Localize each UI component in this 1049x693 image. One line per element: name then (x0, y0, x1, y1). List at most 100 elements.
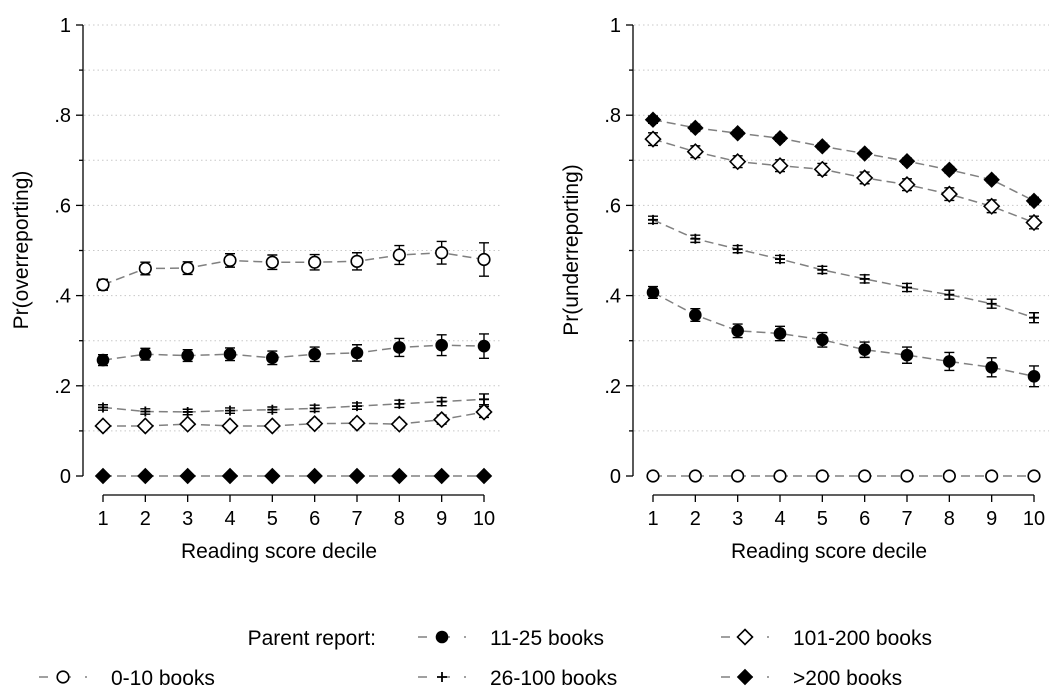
x-tick-label: 6 (859, 508, 870, 530)
x-tick-label: 10 (473, 508, 495, 530)
filled-diamond-marker (814, 138, 831, 155)
legend-key-hollow-circle-icon (39, 670, 87, 684)
hollow-circle-marker (688, 469, 702, 483)
hollow-diamond-marker (940, 185, 958, 203)
series-line (102, 252, 485, 286)
panel-underreporting: 0 .2 .4 .6 .8 1 1 2 3 4 5 6 7 8 9 10 Reading score deci… (560, 15, 1049, 563)
plus-marker (98, 402, 108, 413)
legend-label: 101-200 books (793, 627, 932, 650)
filled-diamond-marker (221, 467, 239, 485)
filled-diamond-marker (306, 467, 323, 485)
series-line (652, 118, 1035, 202)
filled-circle-marker (985, 361, 998, 374)
series-11-25-books (96, 333, 491, 367)
legend-item-101-200: 101-200 books (721, 627, 932, 650)
axes: 0 .2 .4 .6 .8 1 1 2 3 4 5 6 7 8 9 10 (604, 15, 1045, 530)
filled-circle-marker (900, 348, 914, 362)
filled-circle-marker (731, 324, 744, 338)
hollow-diamond-marker (644, 130, 662, 148)
plus-marker (690, 233, 701, 244)
filled-diamond-marker (179, 467, 196, 485)
legend-item-26-100: 26-100 books (418, 667, 617, 690)
plus-marker (902, 282, 912, 293)
hollow-circle-marker (350, 254, 364, 268)
hollow-diamond-marker (686, 143, 704, 161)
x-tick-label: 4 (774, 508, 785, 530)
series-101-200-books (94, 403, 493, 435)
hollow-diamond-marker (813, 160, 831, 178)
filled-diamond-marker (348, 467, 366, 485)
hollow-diamond-marker (136, 417, 154, 435)
plus-marker (140, 406, 151, 417)
plus-marker (1029, 312, 1039, 323)
legend-key-hollow-diamond-icon (721, 628, 769, 646)
hollow-diamond-marker (1025, 213, 1043, 232)
filled-diamond-marker (1025, 192, 1043, 210)
hollow-diamond-marker (475, 403, 493, 421)
filled-circle-marker (96, 353, 110, 367)
filled-diamond-marker (729, 125, 746, 142)
series-line (652, 219, 1035, 319)
x-tick-label: 6 (309, 508, 320, 530)
series-group (644, 111, 1043, 483)
hollow-circle-marker (900, 469, 914, 483)
filled-diamond-marker (433, 467, 450, 485)
plus-marker (775, 254, 785, 265)
hollow-diamond-marker (729, 153, 747, 171)
hollow-circle-marker (223, 253, 237, 268)
hollow-circle-marker (858, 469, 872, 483)
y-tick-label: .8 (54, 105, 71, 127)
plus-marker (859, 273, 870, 284)
filled-circle-marker (308, 347, 321, 361)
series-line (652, 138, 1035, 224)
plus-marker (648, 214, 658, 225)
filled-circle-marker (773, 327, 787, 340)
hollow-circle-marker (265, 255, 279, 269)
hollow-circle-marker (646, 469, 660, 483)
filled-diamond-marker (771, 129, 789, 147)
x-tick-label: 5 (267, 508, 278, 530)
series-26-100-books (648, 214, 1039, 324)
filled-circle-marker (223, 347, 237, 361)
y-tick-label: 0 (610, 466, 621, 488)
filled-diamond-marker (391, 467, 408, 485)
x-tick-label: 8 (394, 508, 405, 530)
filled-circle-marker (393, 341, 406, 354)
x-tick-label: 4 (224, 508, 235, 530)
y-tick-label: .8 (604, 105, 621, 127)
filled-circle-marker (350, 346, 364, 360)
y-tick-label: .2 (604, 376, 621, 398)
filled-circle-marker (943, 355, 956, 368)
x-tick-label: 3 (732, 508, 743, 530)
plus-marker (182, 406, 193, 417)
series-0-10-books (96, 240, 491, 292)
hollow-circle-marker (942, 469, 956, 483)
filled-circle-marker (181, 349, 194, 362)
plus-marker (732, 244, 743, 255)
hollow-circle-marker (308, 255, 322, 269)
plus-marker (817, 264, 828, 275)
axes: 0 .2 .4 .6 .8 1 1 2 3 4 5 6 7 8 9 10 (54, 15, 495, 530)
legend-label: 26-100 books (490, 667, 617, 690)
hollow-circle-marker (96, 278, 110, 292)
x-tick-label: 1 (647, 508, 658, 530)
hollow-circle-marker (435, 246, 449, 260)
series-0-10-books (646, 469, 1041, 483)
series-line (652, 291, 1035, 378)
series-11-25-books (646, 285, 1041, 388)
plus-marker (309, 403, 320, 414)
filled-circle-marker (858, 343, 871, 357)
filled-circle-marker (816, 333, 829, 347)
filled-circle-marker (1027, 370, 1041, 383)
x-tick-label: 1 (97, 508, 108, 530)
y-axis-label: Pr(overreporting) (10, 171, 33, 330)
legend-key-filled-diamond-icon (721, 668, 769, 686)
x-tick-label: 3 (182, 508, 193, 530)
legend-label: 0-10 books (111, 667, 215, 690)
filled-diamond-marker (137, 467, 154, 485)
plus-marker (479, 394, 489, 405)
hollow-diamond-marker (433, 410, 451, 429)
filled-diamond-marker (475, 467, 493, 485)
plus-marker (986, 298, 997, 309)
hollow-circle-marker (731, 469, 745, 483)
